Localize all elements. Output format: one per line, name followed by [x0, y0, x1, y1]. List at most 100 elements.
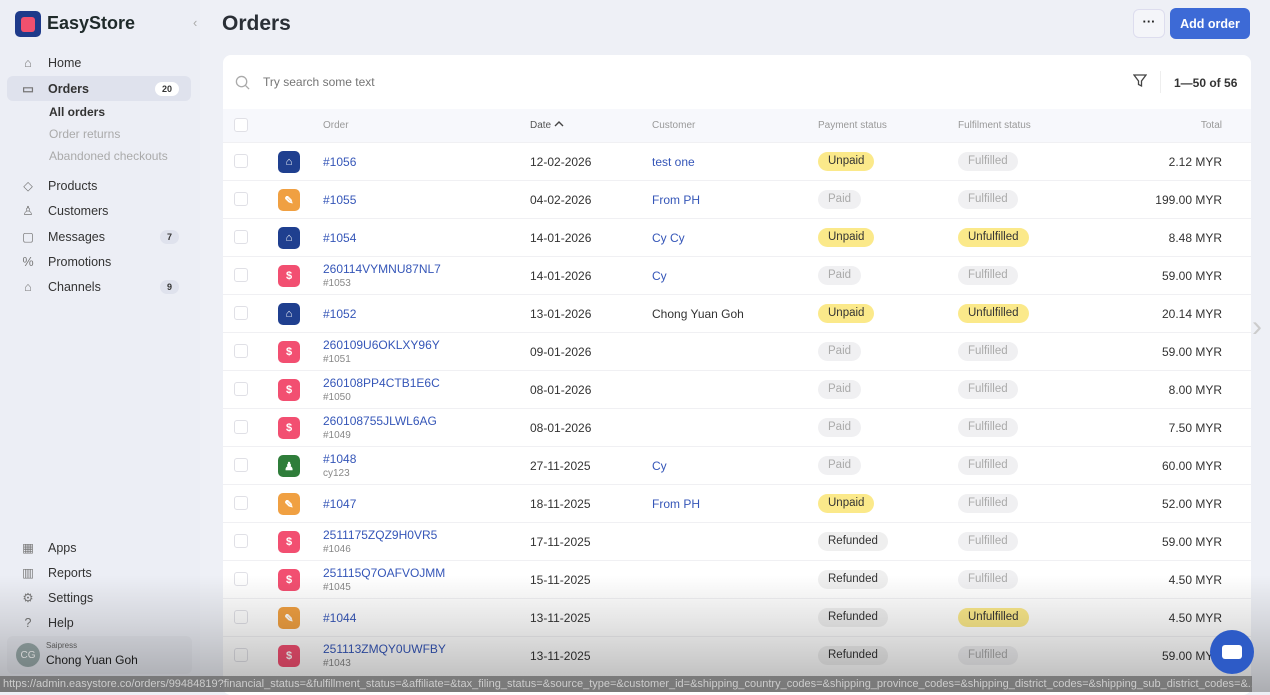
table-row[interactable]: ⌂ #1052 13-01-2026 Chong Yuan Goh Unpaid…: [223, 294, 1251, 332]
row-checkbox[interactable]: [234, 420, 248, 434]
payment-status-badge: Unpaid: [818, 228, 875, 247]
sidebar-item-channels[interactable]: ⌂ Channels 9: [7, 274, 191, 299]
table-row[interactable]: ✎ #1044 13-11-2025 Refunded Unfulfilled …: [223, 598, 1251, 636]
filter-icon[interactable]: [1132, 74, 1148, 91]
fulfilment-status-badge: Unfulfilled: [958, 608, 1029, 627]
row-checkbox[interactable]: [234, 306, 248, 320]
order-link[interactable]: #1047: [323, 497, 357, 511]
chat-support-button[interactable]: [1210, 630, 1254, 674]
order-link[interactable]: #1054: [323, 231, 357, 245]
pagination-count[interactable]: 1—50 of 56: [1174, 76, 1238, 90]
table-row[interactable]: $ 251115Q7OAFVOJMM #1045 15-11-2025 Refu…: [223, 560, 1251, 598]
row-checkbox[interactable]: [234, 192, 248, 206]
order-number: #1049: [323, 430, 351, 441]
order-date: 17-11-2025: [530, 535, 591, 549]
sidebar-item-help[interactable]: ? Help: [7, 610, 191, 635]
order-total: 59.00 MYR: [1161, 535, 1222, 549]
row-checkbox[interactable]: [234, 610, 248, 624]
sidebar-subitem[interactable]: Abandoned checkouts: [49, 149, 168, 163]
order-date: 14-01-2026: [530, 231, 592, 245]
add-order-button[interactable]: Add order: [1170, 8, 1250, 39]
next-page-arrow[interactable]: ›: [1252, 310, 1262, 343]
sidebar-item-orders[interactable]: ▭ Orders 20: [7, 76, 191, 101]
sidebar-item-products[interactable]: ◇ Products: [7, 173, 191, 198]
order-total: 8.00 MYR: [1168, 383, 1222, 397]
search-input[interactable]: [263, 75, 863, 89]
more-actions-button[interactable]: ···: [1133, 9, 1165, 38]
order-link[interactable]: 251113ZMQY0UWFBY: [323, 642, 446, 656]
table-row[interactable]: $ 260108755JLWL6AG #1049 08-01-2026 Paid…: [223, 408, 1251, 446]
col-fulfilment: Fulfilment status: [958, 120, 1031, 131]
table-row[interactable]: ♟ #1048 cy123 27-11-2025 Cy Paid Fulfill…: [223, 446, 1251, 484]
sidebar-subitem[interactable]: All orders: [49, 105, 106, 119]
link-status-bar: https://admin.easystore.co/orders/994848…: [0, 676, 1252, 692]
sidebar-item-promotions[interactable]: % Promotions: [7, 249, 191, 274]
order-link[interactable]: 260108755JLWL6AG: [323, 414, 437, 428]
order-link[interactable]: 251115Q7OAFVOJMM: [323, 566, 446, 580]
pos-channel-icon: $: [278, 341, 300, 363]
order-link[interactable]: 260114VYMNU87NL7: [323, 262, 441, 276]
customer-name[interactable]: From PH: [652, 497, 700, 511]
order-date: 18-11-2025: [530, 497, 591, 511]
sidebar-item-customers[interactable]: ♙ Customers: [7, 198, 191, 223]
sidebar-item-reports[interactable]: ▥ Reports: [7, 560, 191, 585]
customer-name[interactable]: Cy: [652, 459, 667, 473]
avatar: CG: [16, 643, 40, 667]
table-row[interactable]: $ 260114VYMNU87NL7 #1053 14-01-2026 Cy P…: [223, 256, 1251, 294]
order-date: 15-11-2025: [530, 573, 591, 587]
customer-name[interactable]: Cy: [652, 269, 667, 283]
sidebar-item-home[interactable]: ⌂ Home: [7, 50, 191, 75]
table-row[interactable]: $ 260109U6OKLXY96Y #1051 09-01-2026 Paid…: [223, 332, 1251, 370]
sidebar-item-apps[interactable]: ▦ Apps: [7, 535, 191, 560]
order-link[interactable]: 2511175ZQZ9H0VR5: [323, 528, 438, 542]
row-checkbox[interactable]: [234, 382, 248, 396]
row-checkbox[interactable]: [234, 154, 248, 168]
row-checkbox[interactable]: [234, 458, 248, 472]
table-row[interactable]: ⌂ #1054 14-01-2026 Cy Cy Unpaid Unfulfil…: [223, 218, 1251, 256]
order-link[interactable]: #1055: [323, 193, 357, 207]
fulfilment-status-badge: Fulfilled: [958, 380, 1018, 399]
col-date[interactable]: Date: [530, 120, 564, 131]
table-row[interactable]: ✎ #1047 18-11-2025 From PH Unpaid Fulfil…: [223, 484, 1251, 522]
sidebar-item-label: Orders: [48, 81, 89, 96]
user-account[interactable]: CG Saipress Chong Yuan Goh: [7, 636, 192, 674]
payment-status-badge: Paid: [818, 266, 862, 285]
fulfilment-status-badge: Fulfilled: [958, 152, 1018, 171]
sidebar-subitem[interactable]: Order returns: [49, 127, 121, 141]
order-link[interactable]: #1052: [323, 307, 357, 321]
store-channel-icon: ⌂: [278, 303, 300, 325]
table-row[interactable]: ✎ #1055 04-02-2026 From PH Paid Fulfille…: [223, 180, 1251, 218]
row-checkbox[interactable]: [234, 648, 248, 662]
customer-name: Chong Yuan Goh: [652, 307, 744, 321]
row-checkbox[interactable]: [234, 496, 248, 510]
payment-status-badge: Refunded: [818, 532, 888, 551]
row-checkbox[interactable]: [234, 230, 248, 244]
sidebar-item-settings[interactable]: ⚙ Settings: [7, 585, 191, 610]
collapse-sidebar-icon[interactable]: ‹: [193, 15, 198, 30]
order-number: #1046: [323, 544, 351, 555]
col-total: Total: [1200, 120, 1222, 131]
order-link[interactable]: #1044: [323, 611, 357, 625]
select-all-checkbox[interactable]: [234, 118, 248, 132]
fulfilment-status-badge: Fulfilled: [958, 418, 1018, 437]
row-checkbox[interactable]: [234, 534, 248, 548]
order-link[interactable]: #1048: [323, 452, 357, 466]
payment-status-badge: Refunded: [818, 646, 888, 665]
customer-name[interactable]: From PH: [652, 193, 700, 207]
table-row[interactable]: $ 260108PP4CTB1E6C #1050 08-01-2026 Paid…: [223, 370, 1251, 408]
table-row[interactable]: $ 251113ZMQY0UWFBY #1043 13-11-2025 Refu…: [223, 636, 1251, 674]
customer-name[interactable]: Cy Cy: [652, 231, 685, 245]
row-checkbox[interactable]: [234, 572, 248, 586]
table-row[interactable]: ⌂ #1056 12-02-2026 test one Unpaid Fulfi…: [223, 142, 1251, 180]
order-link[interactable]: 260108PP4CTB1E6C: [323, 376, 440, 390]
customer-name[interactable]: test one: [652, 155, 695, 169]
table-header: Order Date Customer Payment status Fulfi…: [223, 109, 1251, 142]
order-link[interactable]: 260109U6OKLXY96Y: [323, 338, 440, 352]
row-checkbox[interactable]: [234, 268, 248, 282]
order-link[interactable]: #1056: [323, 155, 357, 169]
table-row[interactable]: $ 2511175ZQZ9H0VR5 #1046 17-11-2025 Refu…: [223, 522, 1251, 560]
row-checkbox[interactable]: [234, 344, 248, 358]
chart-icon: ▥: [22, 566, 34, 580]
sidebar-item-messages[interactable]: ▢ Messages 7: [7, 224, 191, 249]
col-order[interactable]: Order: [323, 120, 349, 131]
